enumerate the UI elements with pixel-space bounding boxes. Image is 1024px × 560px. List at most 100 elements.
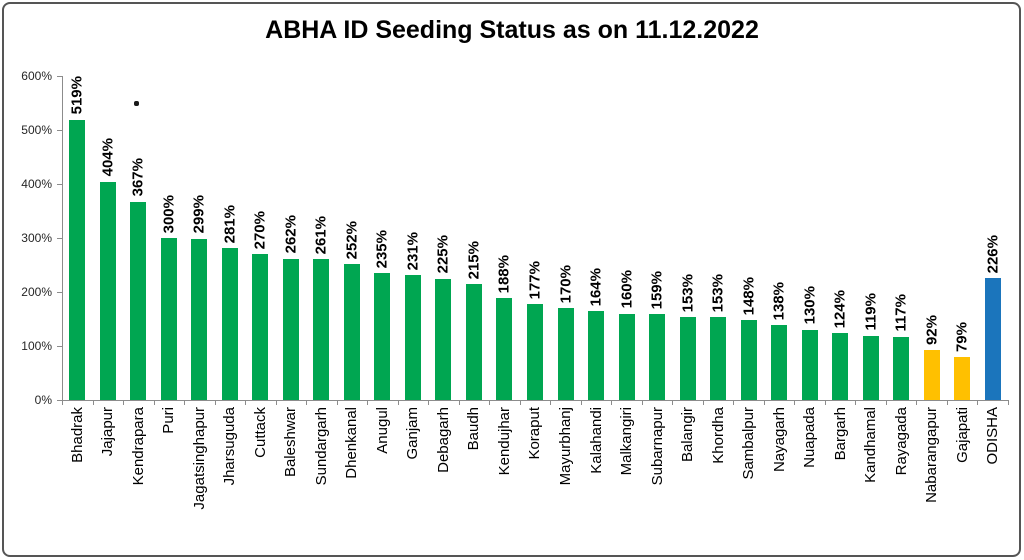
y-tick-label: 600% — [21, 69, 52, 83]
bar-puri — [160, 238, 177, 400]
bar-cell: 281% — [215, 76, 246, 400]
bar-value-label: 270% — [251, 210, 269, 250]
category-label-nabarangapur: Nabarangapur — [923, 407, 941, 503]
bar-value-label: 160% — [618, 270, 636, 309]
bar-cell: 160% — [611, 76, 642, 400]
bar-value-label: 177% — [526, 261, 544, 300]
bar-cell: 117% — [886, 76, 917, 400]
bar-cell: 170% — [550, 76, 581, 400]
category-label-kendujhar: Kendujhar — [495, 407, 513, 476]
bar-kalahandi — [588, 311, 605, 400]
category-label-subarnapur: Subarnapur — [648, 407, 666, 486]
bar-baleshwar — [282, 258, 299, 400]
bar-value-label: 225% — [434, 235, 452, 274]
x-tick-mark — [733, 400, 735, 405]
y-tick-mark — [57, 292, 62, 293]
bar-cell: 215% — [459, 76, 490, 400]
bar-cell: 130% — [794, 76, 825, 400]
x-tick-mark — [550, 400, 552, 405]
y-tick-label: 400% — [21, 177, 52, 191]
bar-value-label: 138% — [770, 282, 788, 321]
x-axis-line — [62, 400, 1009, 401]
x-tick-mark — [672, 400, 674, 405]
bar-value-label: 300% — [160, 194, 178, 233]
x-tick-mark — [641, 400, 643, 405]
x-tick-mark — [123, 400, 125, 405]
bar-kendujhar — [496, 298, 513, 400]
bar-cell: 252% — [337, 76, 368, 400]
bar-value-label: 262% — [282, 215, 300, 254]
bar-value-label: 188% — [495, 255, 513, 294]
category-label-mayurbhanj: Mayurbhanj — [557, 407, 574, 486]
bar-value-label: 79% — [953, 322, 971, 353]
category-label-sambalpur: Sambalpur — [740, 407, 758, 480]
bar-cell: 177% — [520, 76, 551, 400]
category-label-nayagarh: Nayagarh — [770, 407, 788, 473]
category-label-bargarh: Bargarh — [831, 407, 849, 461]
bar-value-label: 231% — [404, 231, 422, 271]
x-tick-mark — [336, 400, 338, 405]
bar-value-label: 124% — [831, 289, 849, 329]
chart-title: ABHA ID Seeding Status as on 11.12.2022 — [265, 16, 759, 44]
bar-cell: 270% — [245, 76, 276, 400]
x-tick-mark — [1008, 400, 1009, 405]
category-label-koraput: Koraput — [526, 407, 544, 460]
bar-value-label: 153% — [709, 274, 727, 313]
bar-value-label: 519% — [68, 76, 86, 115]
x-tick-mark — [977, 400, 979, 405]
y-tick-mark — [57, 130, 62, 131]
category-label-kandhamal: Kandhamal — [862, 407, 880, 483]
bar-ganjam — [404, 275, 421, 400]
bar-value-label: 281% — [221, 204, 239, 244]
bar-cell: 404% — [93, 76, 124, 400]
bar-kandhamal — [862, 335, 879, 400]
bar-jajapur — [99, 181, 116, 400]
bar-value-label: 148% — [740, 276, 758, 316]
category-label-sundargarh: Sundargarh — [312, 407, 330, 486]
x-tick-mark — [214, 400, 216, 405]
bar-balangir — [679, 317, 696, 400]
category-label-khordha: Khordha — [709, 407, 727, 464]
bar-cell: 188% — [489, 76, 520, 400]
x-tick-mark — [519, 400, 521, 405]
bar-cell: 119% — [855, 76, 886, 400]
category-label-gajapati: Gajapati — [953, 407, 971, 463]
bar-cell: 367% — [123, 76, 154, 400]
x-tick-mark — [184, 400, 186, 405]
y-tick-label: 0% — [34, 393, 52, 407]
x-tick-mark — [245, 400, 247, 405]
x-tick-mark — [580, 400, 582, 405]
bar-mayurbhanj — [557, 308, 574, 400]
y-tick-mark — [57, 346, 62, 347]
bar-gajapati — [954, 357, 971, 400]
bar-value-label: 130% — [801, 286, 819, 325]
bar-value-label: 404% — [99, 138, 117, 177]
bar-value-label: 153% — [679, 274, 697, 313]
y-axis-line — [62, 76, 63, 401]
category-label-baudh: Baudh — [465, 407, 483, 451]
category-label-jharsuguda: Jharsuguda — [221, 407, 239, 486]
y-tick-label: 300% — [21, 231, 52, 245]
category-label-balangir: Balangir — [679, 407, 697, 463]
x-tick-mark — [62, 400, 63, 405]
category-label-dhenkanal: Dhenkanal — [343, 407, 361, 479]
bar-value-label: 92% — [923, 315, 941, 346]
x-tick-mark — [855, 400, 857, 405]
bar-rayagada — [893, 336, 910, 400]
category-label-baleshwar: Baleshwar — [282, 407, 300, 478]
bar-nayagarh — [771, 325, 788, 400]
bar-cell: 138% — [764, 76, 795, 400]
x-tick-mark — [885, 400, 887, 405]
bar-nuapada — [801, 329, 818, 400]
bar-value-label: 367% — [129, 158, 147, 197]
bar-cell: 262% — [276, 76, 307, 400]
x-tick-mark — [824, 400, 826, 405]
bar-cell: 79% — [947, 76, 978, 400]
bar-bhadrak — [69, 119, 86, 400]
bar-value-label: 235% — [373, 229, 391, 269]
y-tick-mark — [57, 76, 62, 77]
x-tick-mark — [275, 400, 277, 405]
x-tick-mark — [489, 400, 491, 405]
category-label-ganjam: Ganjam — [404, 407, 422, 460]
bar-cell: 148% — [733, 76, 764, 400]
